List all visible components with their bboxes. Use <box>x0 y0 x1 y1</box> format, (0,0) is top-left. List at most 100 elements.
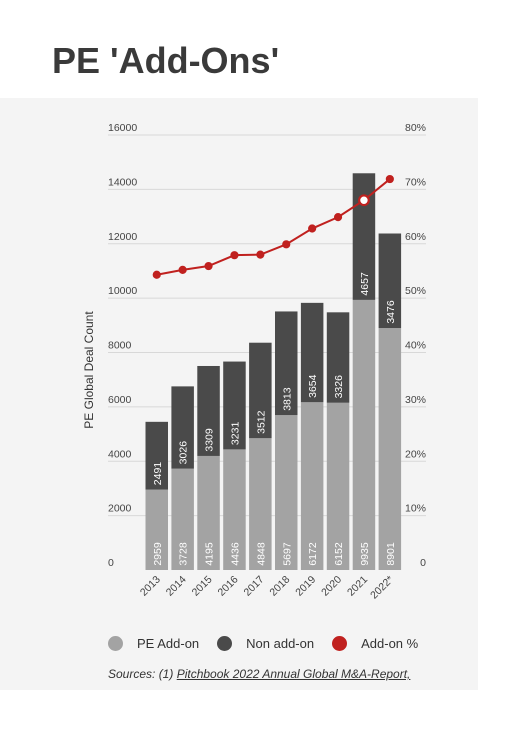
addon-percent-point <box>230 251 239 260</box>
data-label-non-addon: 3026 <box>178 441 190 465</box>
data-label-non-addon: 3476 <box>385 300 397 324</box>
pe-addon-swatch <box>108 636 123 651</box>
y-tick-label: 0 <box>108 557 114 569</box>
legend-item-pe-addon: PE Add-on <box>108 636 199 651</box>
x-tick-label: 2017 <box>241 574 266 599</box>
bar-non-addon <box>300 302 324 403</box>
bar-pe-addon <box>378 328 402 570</box>
addon-percent-point <box>358 194 370 207</box>
sources-note: Sources: (1) Pitchbook 2022 Annual Globa… <box>108 667 410 681</box>
y-tick-label: 6000 <box>108 394 132 406</box>
x-tick-label: 2022* <box>368 574 396 602</box>
data-label-pe-addon: 4195 <box>204 542 216 566</box>
y2-tick-label: 30% <box>405 394 426 406</box>
data-label-non-addon: 3231 <box>229 422 241 446</box>
addon-percent-point <box>333 213 343 222</box>
non-addon-swatch <box>217 636 233 651</box>
sources-prefix: Sources: (1) <box>108 667 177 681</box>
bar-pe-addon <box>326 402 350 570</box>
legend-label: Add-on % <box>361 636 419 651</box>
data-label-non-addon: 3654 <box>307 374 319 398</box>
y-tick-label: 14000 <box>108 176 137 188</box>
y2-tick-label: 60% <box>405 231 426 243</box>
bar-pe-addon <box>223 449 246 570</box>
addon-percent-point <box>204 261 213 271</box>
y2-tick-label: 20% <box>405 448 426 460</box>
y-axis-label: PE Global Deal Count <box>82 311 96 429</box>
data-label-pe-addon: 8901 <box>385 542 397 566</box>
y-tick-label: 4000 <box>108 448 132 460</box>
sources-link[interactable]: Pitchbook 2022 Annual Global M&A-Report, <box>176 667 411 681</box>
y2-tick-label: 70% <box>405 176 426 188</box>
data-label-pe-addon: 2959 <box>152 542 164 566</box>
chart-title: PE 'Add-Ons' <box>52 40 280 81</box>
x-tick-label: 2019 <box>293 574 318 599</box>
legend-label: Non add-on <box>246 636 315 651</box>
legend-item-non-addon: Non add-on <box>217 636 314 651</box>
bar-pe-addon <box>197 455 220 570</box>
legend-item-addon-pct: Add-on % <box>332 636 418 651</box>
y-axis-right: 0 10% 20% 30% 40% 50% 60% 70% 80% <box>405 122 426 569</box>
y2-tick-label: 0 <box>420 557 426 569</box>
addon-percent-point <box>178 265 187 274</box>
data-label-pe-addon: 6152 <box>333 542 345 566</box>
addon-percent-line <box>152 174 394 279</box>
bar-non-addon <box>145 421 168 490</box>
stacked-bar-line-chart: 0 2000 4000 6000 8000 10000 12000 14000 16000 0 1… <box>82 122 426 602</box>
bar-non-addon <box>275 311 298 416</box>
y-tick-label: 12000 <box>108 231 137 243</box>
y2-tick-label: 80% <box>405 122 426 134</box>
addon-percent-point <box>282 240 291 249</box>
data-label-non-addon: 3813 <box>281 387 293 411</box>
x-tick-label: 2021 <box>345 574 370 599</box>
data-label-pe-addon: 4436 <box>229 542 241 566</box>
legend-label: PE Add-on <box>137 636 200 651</box>
x-tick-label: 2014 <box>164 574 189 599</box>
bar-non-addon <box>171 386 194 469</box>
bar-pe-addon <box>352 299 376 570</box>
y-axis-left: 0 2000 4000 6000 8000 10000 12000 14000 16000 <box>108 122 137 569</box>
x-tick-label: 2020 <box>319 574 344 599</box>
bar-non-addon <box>249 342 272 439</box>
x-tick-label: 2018 <box>267 574 292 599</box>
data-label-non-addon: 3326 <box>333 375 345 399</box>
x-tick-label: 2016 <box>216 574 241 599</box>
bar-non-addon <box>223 361 246 450</box>
bar-pe-addon <box>300 402 324 570</box>
data-label-pe-addon: 4848 <box>255 542 267 566</box>
y-tick-label: 2000 <box>108 503 132 515</box>
data-label-pe-addon: 3728 <box>178 542 190 566</box>
bar-pe-addon <box>145 489 168 570</box>
x-tick-label: 2015 <box>190 574 215 599</box>
y-tick-label: 8000 <box>108 340 132 352</box>
bar-labels: 2959 2491 3728 3026 4195 3309 4436 3231 4848 3512… <box>152 272 397 566</box>
bar-non-addon <box>197 365 220 456</box>
y2-tick-label: 40% <box>405 340 426 352</box>
bar-pe-addon <box>171 468 194 570</box>
legend: PE Add-on Non add-on Add-on % <box>108 636 436 651</box>
bar-pe-addon <box>249 438 272 570</box>
bars <box>145 173 402 570</box>
y-tick-label: 16000 <box>108 122 137 134</box>
x-tick-label: 2013 <box>138 574 163 599</box>
addon-percent-point <box>385 174 394 184</box>
bar-non-addon <box>378 233 402 329</box>
data-label-non-addon: 2491 <box>152 462 164 486</box>
addon-percent-point <box>308 224 317 233</box>
y-tick-label: 10000 <box>108 285 137 297</box>
data-label-non-addon: 3512 <box>255 410 267 434</box>
addon-percent-series-line <box>156 178 391 276</box>
bar-non-addon <box>326 312 350 403</box>
data-label-non-addon: 4657 <box>359 272 371 296</box>
data-label-pe-addon: 9935 <box>359 542 371 566</box>
addon-pct-swatch <box>332 636 348 651</box>
data-label-pe-addon: 5697 <box>281 542 293 566</box>
addon-percent-point <box>256 250 265 259</box>
y2-tick-label: 50% <box>405 285 426 297</box>
data-label-pe-addon: 6172 <box>307 542 319 566</box>
addon-percent-point <box>152 270 161 279</box>
bar-pe-addon <box>275 415 298 570</box>
x-axis: 2013 2014 2015 2016 2017 2018 2019 2020 20212022… <box>138 574 396 602</box>
y2-tick-label: 10% <box>405 503 426 515</box>
data-label-non-addon: 3309 <box>204 428 216 452</box>
